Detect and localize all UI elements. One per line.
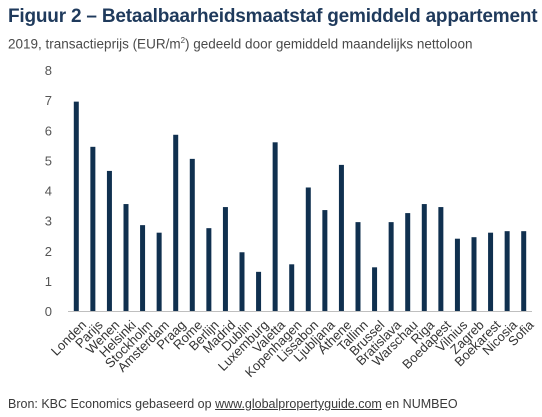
bar — [355, 222, 361, 311]
bar — [189, 158, 195, 311]
bar — [272, 142, 278, 311]
y-tick-label: 0 — [45, 304, 52, 319]
bar — [239, 252, 245, 311]
x-axis-labels: LondenParijsWenenHelsinkiStockholmAmster… — [48, 317, 537, 380]
bar — [256, 271, 262, 311]
bar — [521, 231, 527, 311]
subtitle-prefix: 2019, transactieprijs (EUR/m — [8, 36, 181, 52]
bar — [504, 231, 510, 311]
bar — [222, 207, 228, 311]
chart-subtitle: 2019, transactieprijs (EUR/m2) gedeeld d… — [8, 36, 472, 52]
y-tick-label: 2 — [45, 244, 52, 259]
y-tick-label: 4 — [45, 184, 52, 199]
y-tick-label: 6 — [45, 123, 52, 138]
bar — [405, 213, 411, 311]
bar — [206, 228, 212, 311]
bar — [140, 225, 146, 311]
bar — [106, 170, 112, 311]
bar — [305, 187, 311, 311]
y-tick-label: 7 — [45, 93, 52, 108]
bar — [123, 204, 129, 311]
source-note: Bron: KBC Economics gebaseerd op www.glo… — [8, 397, 458, 411]
subtitle-superscript: 2 — [180, 36, 186, 45]
y-axis: 0 1 2 3 4 5 6 7 8 — [45, 63, 52, 319]
bar — [372, 267, 378, 311]
bar — [421, 204, 427, 311]
bar-chart: 0 1 2 3 4 5 6 7 8 LondenParijsWenenHelsinkiStock… — [45, 63, 537, 380]
bar — [173, 134, 179, 311]
bar — [289, 264, 295, 311]
y-tick-label: 5 — [45, 153, 52, 168]
source-prefix: Bron: KBC Economics gebaseerd op — [8, 397, 216, 411]
bar — [388, 222, 394, 311]
bar — [156, 232, 162, 311]
y-tick-label: 3 — [45, 214, 52, 229]
bar — [322, 210, 328, 311]
bars-group — [73, 101, 527, 311]
source-link[interactable]: www.globalpropertyguide.com — [215, 397, 382, 411]
bar — [454, 238, 460, 311]
bar — [471, 237, 477, 311]
bar — [90, 146, 96, 311]
bar — [488, 232, 494, 311]
source-suffix: en NUMBEO — [381, 397, 458, 411]
subtitle-suffix: ) gedeeld door gemiddeld maandelijks net… — [185, 36, 473, 52]
chart-title: Figuur 2 – Betaalbaarheidsmaatstaf gemid… — [8, 6, 538, 27]
y-tick-label: 1 — [45, 274, 52, 289]
bar — [438, 207, 444, 311]
y-tick-label: 8 — [45, 63, 52, 78]
bar — [338, 164, 344, 311]
bar — [73, 101, 79, 311]
